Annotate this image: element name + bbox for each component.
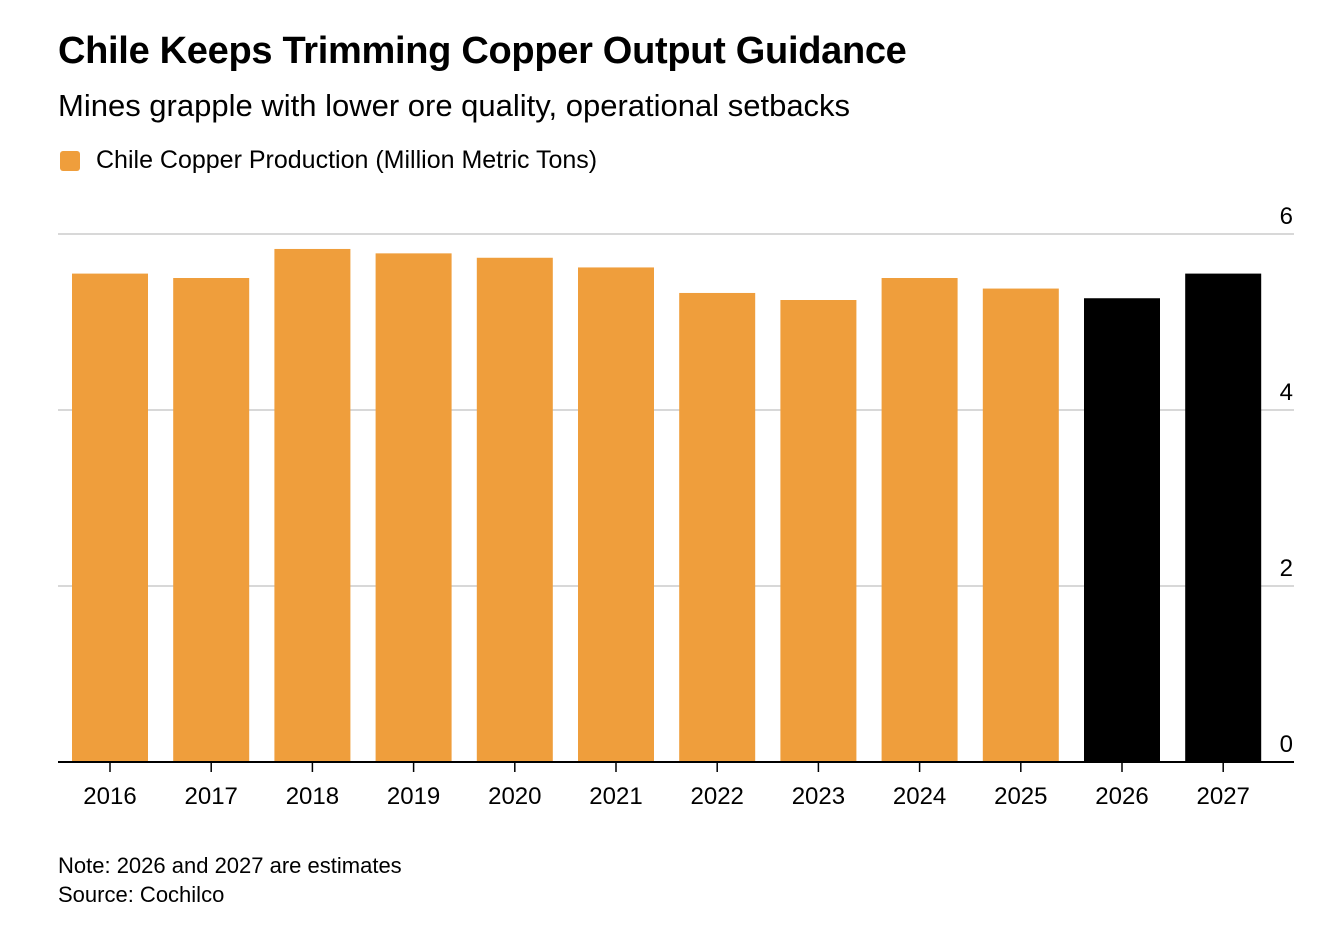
bars (72, 248, 1262, 763)
legend-swatch (60, 150, 80, 171)
x-tick-label: 2020 (488, 783, 541, 810)
bar-2027 (1185, 273, 1262, 762)
bar-2016 (72, 273, 148, 762)
source-note: Source: Cochilco (58, 882, 225, 907)
bar-2022 (679, 292, 756, 762)
x-tick-label: 2027 (1197, 783, 1250, 810)
bar-2023 (780, 300, 857, 762)
y-tick-label: 0 (1280, 731, 1293, 758)
x-tick-label: 2019 (387, 783, 440, 810)
y-tick-label: 6 (1280, 203, 1293, 230)
bar-2018 (274, 248, 351, 762)
bar-2021 (578, 267, 654, 762)
x-axis-tick-labels: 2016 2017 2018 2019 2020 2021 2022 2023 2024 2025… (83, 783, 1250, 810)
legend-label: Chile Copper Production (Million Metric … (96, 146, 598, 174)
footnote: Note: 2026 and 2027 are estimates (58, 853, 402, 878)
bar-2025 (982, 288, 1059, 762)
x-tick-label: 2022 (691, 783, 744, 810)
x-tick-label: 2017 (185, 783, 238, 810)
y-tick-label: 2 (1280, 555, 1293, 582)
x-tick-label: 2021 (589, 783, 642, 810)
chart-title: Chile Keeps Trimming Copper Output Guida… (58, 30, 907, 72)
x-tick-label: 2025 (994, 783, 1047, 810)
x-tick-label: 2018 (286, 783, 339, 810)
bar-2024 (881, 278, 958, 762)
chart-subtitle: Mines grapple with lower ore quality, op… (58, 88, 851, 123)
x-tick-label: 2026 (1095, 783, 1148, 810)
bar-2026 (1084, 298, 1160, 762)
legend: Chile Copper Production (Million Metric … (60, 146, 597, 175)
x-axis (58, 761, 1294, 772)
x-tick-label: 2024 (893, 783, 946, 810)
x-tick-label: 2023 (792, 783, 845, 810)
bar-2020 (476, 257, 553, 762)
bar-2019 (375, 253, 452, 763)
x-tick-label: 2016 (83, 783, 136, 810)
y-tick-label: 4 (1280, 379, 1293, 406)
bar-2017 (173, 278, 250, 762)
y-axis-tick-labels: 0 2 4 6 (1280, 203, 1293, 758)
